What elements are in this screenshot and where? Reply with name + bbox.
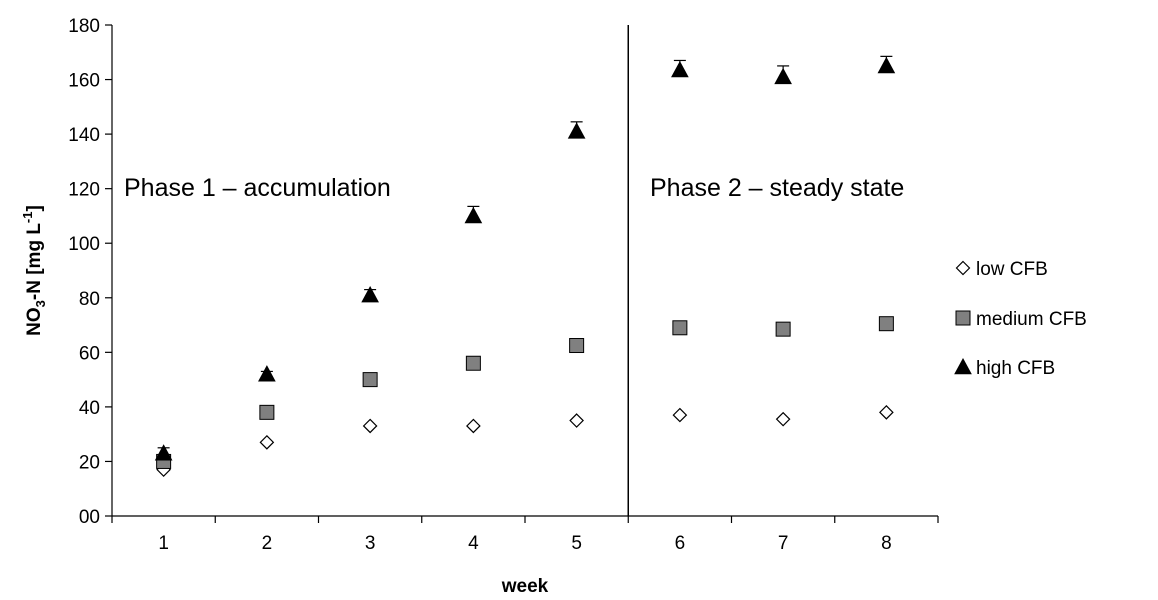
data-point	[362, 372, 378, 388]
legend: low CFB medium CFB high CFB	[954, 259, 1087, 379]
phase-2-label: Phase 2 – steady state	[650, 174, 904, 202]
data-point	[362, 418, 378, 434]
y-axis-title-superscript: -1	[20, 211, 35, 223]
y-tick-label: 120	[68, 180, 100, 201]
series-high-cfb	[154, 55, 896, 461]
y-tick-label: 80	[79, 289, 100, 310]
y-tick-label: 160	[68, 71, 100, 92]
data-point	[774, 67, 792, 85]
legend-label: low CFB	[976, 259, 1048, 280]
y-tick-label: 00	[79, 507, 100, 528]
y-tick-label: 140	[68, 125, 100, 146]
x-axis-title: week	[501, 576, 549, 597]
data-point	[569, 413, 584, 428]
x-tick-label: 6	[675, 533, 686, 554]
data-point	[879, 404, 894, 420]
data-point	[878, 316, 894, 332]
y-axis-title-subscript: 3	[33, 300, 48, 307]
y-tick-label: 40	[79, 398, 100, 419]
y-tick-label: 60	[79, 343, 100, 364]
phase-1-label: Phase 1 – accumulation	[124, 174, 391, 202]
y-ticks: 00 20 40 60 80 100 120 140 160 180	[68, 16, 112, 528]
legend-item: low CFB	[955, 259, 1048, 280]
x-tick-label: 2	[262, 533, 273, 554]
y-axis-title-units: -N [mg L	[24, 223, 45, 300]
y-tick-label: 20	[79, 452, 100, 473]
data-points	[154, 55, 896, 477]
data-point	[259, 435, 275, 450]
x-ticks: 1 2 3 4 5 6 7 8	[111, 516, 939, 554]
data-point	[361, 285, 379, 303]
legend-label: high CFB	[976, 358, 1055, 379]
data-point	[671, 60, 689, 78]
x-tick-label: 1	[158, 533, 169, 554]
x-tick-label: 4	[468, 533, 479, 554]
y-axis-title-main: NO	[24, 307, 45, 336]
data-point	[672, 320, 688, 336]
series-medium-cfb	[156, 316, 894, 469]
data-point	[569, 338, 585, 354]
x-tick-label: 3	[365, 533, 376, 554]
data-point	[775, 411, 791, 427]
data-point	[259, 404, 275, 420]
legend-marker	[955, 260, 971, 276]
legend-marker	[955, 310, 971, 326]
data-point	[154, 444, 173, 461]
data-point	[258, 365, 276, 382]
data-point	[466, 418, 481, 434]
legend-label: medium CFB	[976, 309, 1087, 330]
legend-item: medium CFB	[955, 309, 1087, 330]
legend-item: high CFB	[954, 357, 1055, 379]
y-tick-label: 100	[68, 234, 100, 255]
legend-marker	[954, 357, 972, 375]
data-point	[567, 122, 586, 139]
data-point	[672, 407, 688, 423]
axes	[111, 25, 938, 517]
x-tick-label: 5	[571, 533, 582, 554]
x-tick-label: 8	[881, 533, 892, 554]
data-point	[775, 321, 791, 337]
data-point	[464, 206, 483, 224]
data-point	[465, 355, 481, 371]
x-tick-label: 7	[778, 533, 789, 554]
data-point	[877, 56, 896, 74]
y-tick-label: 180	[68, 16, 100, 37]
y-axis-title-end: ]	[24, 205, 45, 211]
y-axis-title: NO3-N [mg L-1]	[20, 205, 48, 336]
